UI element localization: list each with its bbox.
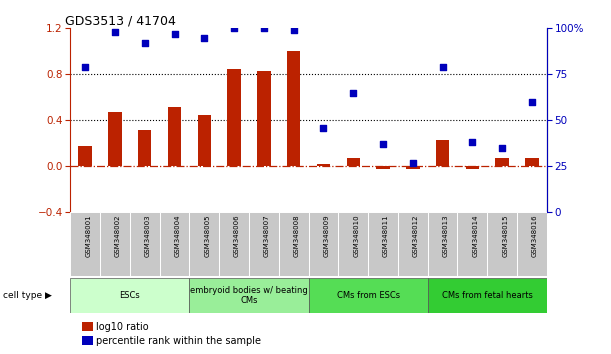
Bar [428,212,458,276]
Bar [189,212,219,276]
Bar [159,212,189,276]
Text: GSM348003: GSM348003 [145,214,151,257]
Bar [70,278,189,313]
Bar [257,71,271,166]
Text: GSM348001: GSM348001 [85,214,91,257]
Point [170,31,180,37]
Point [289,27,299,33]
Bar [189,278,309,313]
Bar [376,166,390,169]
Text: GSM348011: GSM348011 [383,214,389,257]
Point [378,142,388,147]
Bar [279,212,309,276]
Text: GSM348016: GSM348016 [532,214,538,257]
Bar [309,212,338,276]
Bar [346,158,360,166]
Bar [78,146,92,166]
Bar [108,112,122,166]
Point [527,99,537,105]
Text: percentile rank within the sample: percentile rank within the sample [96,336,261,346]
Text: GSM348008: GSM348008 [294,214,299,257]
Bar [100,212,130,276]
Text: GSM348015: GSM348015 [502,214,508,257]
Text: GSM348012: GSM348012 [413,214,419,257]
Text: cell type ▶: cell type ▶ [3,291,52,300]
Point [110,29,120,35]
Text: GSM348013: GSM348013 [442,214,448,257]
Bar [130,212,159,276]
Bar [227,69,241,166]
Point [318,125,328,131]
Bar [338,212,368,276]
Text: GSM348004: GSM348004 [175,214,180,257]
Bar [428,278,547,313]
Text: ESCs: ESCs [120,291,140,300]
Point [199,35,209,40]
Bar [316,164,330,166]
Bar [458,212,488,276]
Point [467,139,477,145]
Bar [525,158,539,166]
Bar [219,212,249,276]
Text: GSM348009: GSM348009 [323,214,329,257]
Point [497,145,507,151]
Point [437,64,447,70]
Bar [249,212,279,276]
Point [259,25,269,31]
Text: embryoid bodies w/ beating
CMs: embryoid bodies w/ beating CMs [190,286,308,305]
Text: log10 ratio: log10 ratio [96,322,148,332]
Text: GDS3513 / 41704: GDS3513 / 41704 [65,14,177,27]
Text: GSM348002: GSM348002 [115,214,121,257]
Bar [138,130,152,166]
Text: GSM348014: GSM348014 [472,214,478,257]
Text: GSM348006: GSM348006 [234,214,240,257]
Bar [436,140,449,166]
Bar [168,107,181,166]
Point [348,90,358,96]
Bar [488,212,517,276]
Point [408,160,418,166]
Bar [398,212,428,276]
Bar [368,212,398,276]
Text: GSM348007: GSM348007 [264,214,270,257]
Bar [406,166,420,169]
Bar [70,212,100,276]
Bar [197,115,211,166]
Text: CMs from fetal hearts: CMs from fetal hearts [442,291,533,300]
Bar [517,212,547,276]
Point [80,64,90,70]
Text: CMs from ESCs: CMs from ESCs [337,291,400,300]
Bar [496,158,509,166]
Bar [287,51,301,166]
Bar [309,278,428,313]
Text: GSM348010: GSM348010 [353,214,359,257]
Point [140,40,150,46]
Bar [466,166,479,169]
Point [229,25,239,31]
Text: GSM348005: GSM348005 [204,214,210,257]
